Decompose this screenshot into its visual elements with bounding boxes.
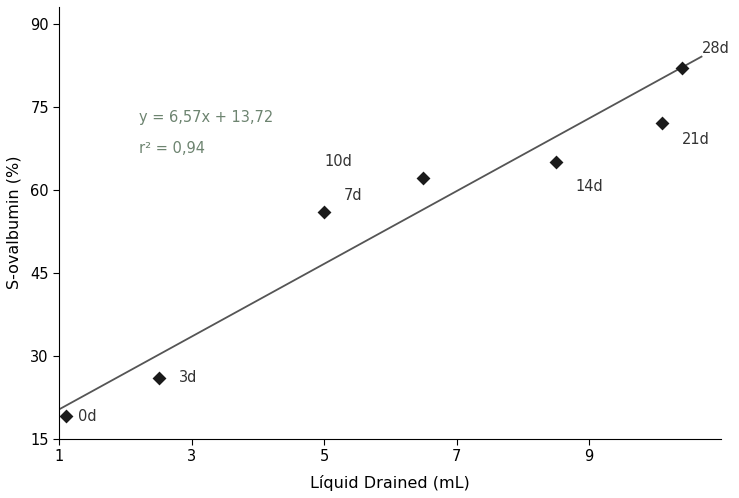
Point — [656, 119, 668, 127]
Text: 21d: 21d — [681, 132, 709, 147]
Y-axis label: S-ovalbumin (%): S-ovalbumin (%) — [7, 156, 22, 289]
Text: 28d: 28d — [701, 41, 729, 56]
Text: 0d: 0d — [78, 409, 97, 424]
Point — [153, 374, 165, 381]
Text: y = 6,57x + 13,72: y = 6,57x + 13,72 — [139, 110, 273, 125]
Text: 7d: 7d — [344, 188, 363, 203]
Text: r² = 0,94: r² = 0,94 — [139, 140, 205, 155]
Point — [418, 174, 429, 182]
Point — [319, 208, 330, 216]
X-axis label: Líquid Drained (mL): Líquid Drained (mL) — [310, 475, 470, 491]
Text: 10d: 10d — [324, 154, 352, 169]
Point — [550, 158, 562, 166]
Point — [675, 64, 687, 72]
Point — [60, 412, 72, 420]
Text: 14d: 14d — [576, 179, 604, 194]
Text: 3d: 3d — [179, 370, 197, 385]
